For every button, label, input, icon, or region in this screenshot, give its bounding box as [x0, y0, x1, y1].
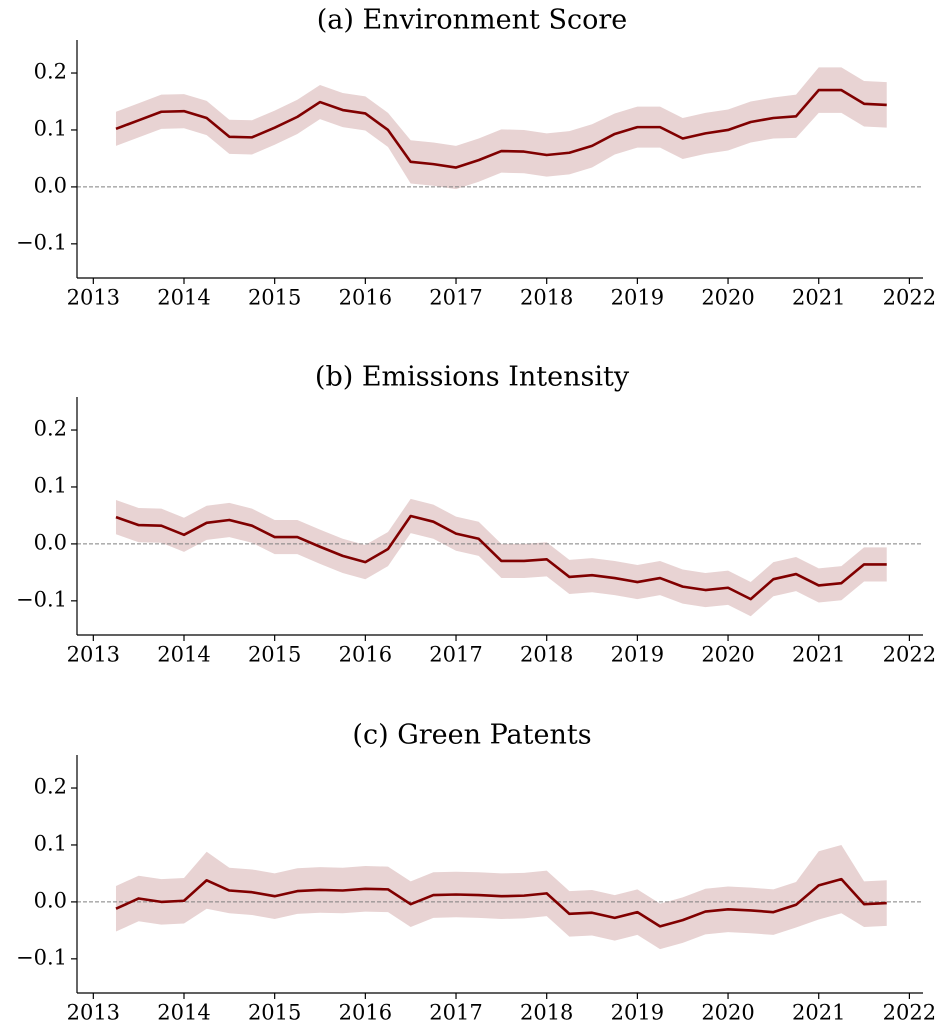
y-tick-label: 0.2: [34, 417, 67, 441]
y-tick-label: −0.1: [16, 230, 67, 254]
x-tick-label: 2016: [339, 286, 392, 310]
x-tick-label: 2015: [248, 1001, 301, 1025]
y-tick-label: 0.0: [34, 888, 67, 912]
y-tick-label: 0.1: [34, 116, 67, 140]
x-tick-label: 2022: [883, 286, 936, 310]
x-tick-label: 2018: [520, 286, 573, 310]
x-tick-label: 2019: [611, 286, 664, 310]
y-tick-label: 0.0: [34, 530, 67, 554]
x-tick-label: 2016: [339, 643, 392, 667]
series-line: [115, 88, 887, 169]
x-tick-label: 2014: [157, 1001, 210, 1025]
x-tick-label: 2021: [792, 643, 845, 667]
x-tick-label: 2013: [67, 1001, 120, 1025]
y-tick-label: 0.2: [34, 775, 67, 799]
x-tick-label: 2016: [339, 1001, 392, 1025]
y-tick-label: −0.1: [16, 587, 67, 611]
x-tick-label: 2017: [429, 1001, 482, 1025]
x-tick-label: 2015: [248, 643, 301, 667]
x-tick-label: 2018: [520, 643, 573, 667]
x-tick-label: 2013: [67, 286, 120, 310]
x-tick-label: 2015: [248, 286, 301, 310]
x-tick-label: 2014: [157, 286, 210, 310]
x-tick-label: 2017: [429, 643, 482, 667]
x-tick-label: 2020: [701, 1001, 754, 1025]
x-tick-label: 2020: [701, 286, 754, 310]
x-tick-label: 2019: [611, 643, 664, 667]
x-tick-label: 2014: [157, 643, 210, 667]
x-tick-label: 2021: [792, 1001, 845, 1025]
y-tick-label: 0.1: [34, 473, 67, 497]
x-tick-label: 2022: [883, 1001, 936, 1025]
x-tick-label: 2013: [67, 643, 120, 667]
x-tick-label: 2018: [520, 1001, 573, 1025]
confidence-band: [115, 67, 887, 190]
y-tick-label: −0.1: [16, 945, 67, 969]
chart-title: (c) Green Patents: [352, 720, 591, 751]
y-tick-label: 0.0: [34, 173, 67, 197]
y-tick-label: 0.1: [34, 831, 67, 855]
x-tick-label: 2020: [701, 643, 754, 667]
x-tick-label: 2017: [429, 286, 482, 310]
confidence-band: [115, 498, 887, 617]
x-tick-label: 2022: [883, 643, 936, 667]
y-tick-label: 0.2: [34, 60, 67, 84]
chart-title: (a) Environment Score: [317, 5, 627, 36]
x-tick-label: 2019: [611, 1001, 664, 1025]
x-tick-label: 2021: [792, 286, 845, 310]
series-line: [115, 514, 887, 601]
chart-title: (b) Emissions Intensity: [315, 362, 630, 393]
series-line: [115, 877, 887, 928]
